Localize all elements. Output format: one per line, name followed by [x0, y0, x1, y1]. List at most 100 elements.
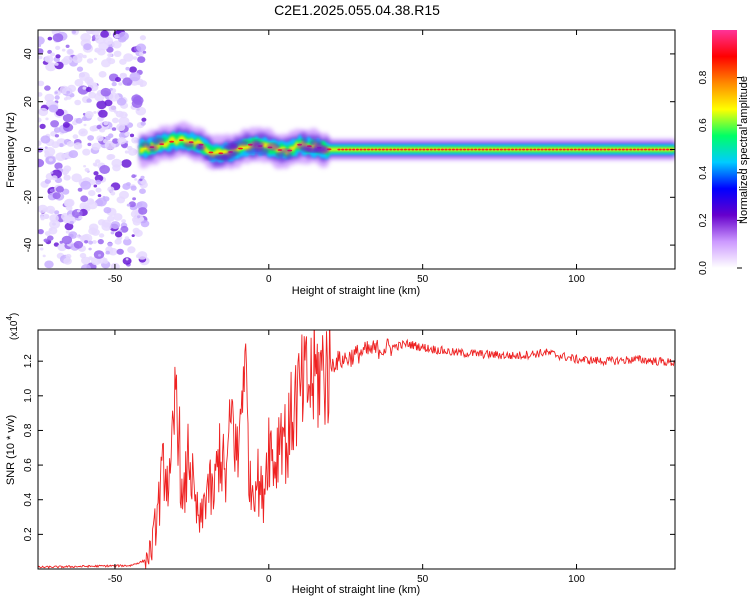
ridge-peak	[392, 148, 396, 151]
ridge-peak	[455, 148, 459, 151]
noise-blob	[111, 81, 117, 87]
noise-blob	[73, 142, 83, 150]
noise-blob	[122, 77, 133, 86]
noise-blob	[54, 134, 60, 138]
noise-blob	[98, 109, 108, 118]
noise-blob	[106, 46, 114, 53]
noise-blob	[136, 43, 147, 52]
noise-blob	[88, 190, 96, 197]
noise-blob	[131, 174, 136, 179]
noise-blob	[116, 97, 127, 106]
noise-blob	[107, 242, 113, 247]
snr-y-ticks: 0.2 0.4 0.6 0.8 1.0 1.2	[23, 354, 675, 541]
noise-blob	[132, 95, 144, 105]
ridge-peak	[426, 148, 430, 151]
noise-blob	[53, 242, 60, 247]
ridge-band	[139, 135, 675, 158]
noise-blob	[92, 162, 98, 167]
noise-blob	[43, 214, 50, 219]
colorbar-tick-label: 0.2	[698, 213, 709, 227]
noise-blob	[139, 35, 146, 41]
noise-blob	[76, 209, 81, 213]
noise-blob	[81, 116, 88, 121]
ridge-peak	[544, 148, 548, 151]
noise-blob	[107, 186, 115, 193]
ridge-peak	[470, 148, 474, 151]
noise-blob	[140, 175, 145, 180]
noise-blob	[54, 91, 58, 94]
spectrogram-panel: -50 0 50 100 -40 -20 0 20 40 Height of straight…	[5, 29, 676, 297]
y-tick-label: 1.2	[23, 354, 34, 368]
noise-blob	[135, 254, 141, 259]
y-tick-label: 20	[23, 96, 34, 108]
noise-blob	[93, 184, 98, 188]
noise-blob	[142, 50, 147, 54]
noise-blob	[51, 175, 58, 181]
noise-blob	[62, 121, 70, 128]
ridge-peak	[352, 148, 356, 151]
ridge-peak	[444, 148, 448, 151]
noise-blob	[116, 248, 124, 255]
noise-blob	[99, 128, 103, 131]
noise-blob	[38, 140, 42, 147]
noise-blob	[113, 50, 122, 57]
noise-blob	[120, 73, 124, 76]
noise-blob	[44, 260, 54, 269]
noise-blob	[140, 220, 150, 228]
colorbar-gradient	[712, 30, 737, 268]
noise-blob	[93, 111, 97, 114]
ridge-blob	[266, 142, 280, 151]
noise-blob	[50, 171, 54, 174]
ridge-peak	[238, 147, 243, 150]
ridge-peak	[640, 148, 644, 151]
noise-blob	[47, 235, 54, 241]
noise-blob	[55, 186, 64, 193]
noise-blob	[55, 152, 66, 161]
noise-blob	[63, 174, 71, 181]
ridge-peak	[606, 148, 611, 151]
noise-blob	[63, 199, 74, 208]
x-tick-label: 100	[568, 274, 585, 285]
ridge-peak	[570, 148, 574, 151]
noise-blob	[122, 183, 131, 190]
noise-blob	[43, 238, 49, 243]
noise-blob	[94, 57, 97, 61]
noise-blob	[58, 143, 64, 148]
noise-blob	[77, 187, 83, 192]
noise-blob	[88, 227, 97, 235]
ridge-blob	[301, 137, 308, 144]
y-tick-label: 0.8	[23, 423, 34, 437]
noise-blob	[44, 146, 48, 149]
noise-blob	[51, 141, 60, 149]
ridge-peak	[566, 148, 570, 151]
x-tick-label: 0	[266, 574, 272, 585]
noise-blob	[38, 107, 49, 117]
noise-blob	[84, 167, 90, 172]
noise-blob	[112, 40, 122, 49]
ridge-peak	[529, 148, 533, 151]
noise-blob	[129, 72, 141, 82]
noise-blob	[42, 208, 47, 212]
noise-blob	[137, 251, 148, 260]
noise-blob	[65, 44, 70, 48]
noise-blob	[105, 135, 111, 141]
ridge-peak	[555, 148, 559, 151]
noise-blob	[86, 58, 94, 64]
ridge-peak	[562, 148, 566, 151]
ridge-peak	[658, 148, 662, 151]
noise-blob	[125, 66, 130, 71]
noise-blob	[63, 97, 68, 101]
noise-blob	[95, 179, 102, 185]
noise-blob	[53, 127, 61, 133]
noise-blob	[129, 133, 135, 138]
noise-blob	[87, 201, 98, 210]
ridge-peak	[208, 151, 214, 154]
noise-blob	[137, 215, 141, 219]
noise-blob	[40, 135, 51, 144]
x-tick-label: 50	[417, 274, 429, 285]
x-tick-label: 100	[568, 574, 585, 585]
noise-blob	[110, 191, 116, 196]
ridge-peak	[551, 148, 555, 151]
noise-blob	[83, 43, 92, 51]
noise-blob	[122, 73, 127, 77]
